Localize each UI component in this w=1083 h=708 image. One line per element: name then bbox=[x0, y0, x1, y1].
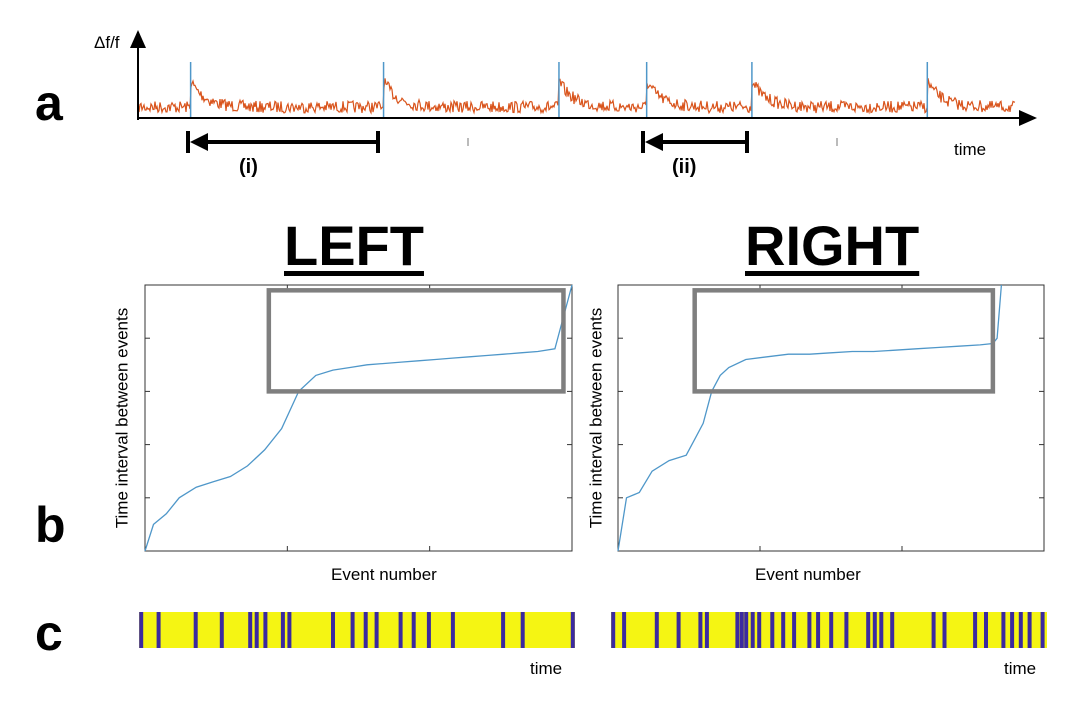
panel-label-b: b bbox=[35, 497, 66, 553]
right-raster-event bbox=[622, 612, 627, 648]
left-raster-event bbox=[219, 612, 224, 648]
left-raster-event bbox=[254, 612, 259, 648]
interval-ii-marker bbox=[641, 131, 749, 153]
left-raster-event bbox=[398, 612, 403, 648]
left-raster-event bbox=[331, 612, 335, 648]
left-raster-xlabel: time bbox=[530, 659, 563, 678]
right-raster-event bbox=[739, 612, 744, 648]
left-raster-event bbox=[450, 612, 455, 648]
left-raster-event bbox=[156, 612, 161, 648]
left-highlight-box bbox=[266, 288, 566, 394]
right-raster-event bbox=[872, 612, 877, 648]
left-raster-event bbox=[411, 612, 416, 648]
left-raster-event bbox=[280, 612, 285, 648]
left-raster-event bbox=[350, 612, 355, 648]
right-raster-event bbox=[1018, 612, 1023, 648]
left-raster-event bbox=[570, 612, 575, 648]
left-raster-event bbox=[374, 612, 379, 648]
left-raster-event bbox=[193, 612, 198, 648]
right-raster-event bbox=[698, 612, 703, 648]
interval-i-label: (i) bbox=[239, 156, 258, 178]
right-raster-event bbox=[866, 612, 871, 648]
right-title: RIGHT bbox=[745, 214, 920, 277]
left-raster-event bbox=[520, 612, 525, 648]
left-raster-event bbox=[501, 612, 506, 648]
right-raster-event bbox=[816, 612, 821, 648]
right-raster-event bbox=[781, 612, 786, 648]
right-raster-event bbox=[984, 612, 988, 648]
interval-ii-label: (ii) bbox=[672, 156, 697, 178]
trace-xlabel: time bbox=[954, 140, 987, 159]
right-raster-event bbox=[611, 612, 616, 648]
right-raster-event bbox=[770, 612, 775, 648]
right-raster-event bbox=[879, 612, 884, 648]
right-raster-event bbox=[735, 612, 740, 648]
left-raster-strip bbox=[139, 612, 575, 648]
right-raster-event bbox=[1001, 612, 1006, 648]
left-raster-event bbox=[263, 612, 268, 648]
right-raster-event bbox=[757, 612, 762, 648]
trace-ylabel: Δf/f bbox=[94, 33, 120, 52]
right-interval-curve bbox=[617, 284, 1003, 552]
left-xlabel: Event number bbox=[331, 565, 437, 584]
trace-line bbox=[137, 78, 1016, 115]
right-plot-frame bbox=[617, 284, 1045, 552]
right-raster-event bbox=[704, 612, 709, 648]
right-raster-event bbox=[654, 612, 659, 648]
panel-label-c: c bbox=[35, 605, 63, 661]
left-raster-event bbox=[287, 612, 292, 648]
left-raster-event bbox=[139, 612, 144, 648]
right-raster-event bbox=[973, 612, 978, 648]
right-raster-event bbox=[744, 612, 749, 648]
right-raster-event bbox=[942, 612, 947, 648]
left-raster-event bbox=[248, 612, 253, 648]
right-raster-event bbox=[1040, 612, 1045, 648]
right-raster-event bbox=[844, 612, 849, 648]
right-raster-event bbox=[931, 612, 936, 648]
right-raster-event bbox=[792, 612, 797, 648]
interval-i-marker bbox=[186, 131, 380, 153]
right-raster-event bbox=[750, 612, 755, 648]
left-title: LEFT bbox=[284, 214, 424, 277]
left-interval-curve bbox=[144, 284, 573, 552]
left-plot-frame bbox=[144, 284, 573, 552]
right-raster-strip bbox=[611, 612, 1047, 648]
right-xlabel: Event number bbox=[755, 565, 861, 584]
right-raster-event bbox=[890, 612, 895, 648]
left-raster-event bbox=[363, 612, 368, 648]
right-raster-event bbox=[1010, 612, 1015, 648]
right-raster-event bbox=[807, 612, 812, 648]
right-raster-xlabel: time bbox=[1004, 659, 1037, 678]
left-raster-event bbox=[426, 612, 431, 648]
right-raster-event bbox=[829, 612, 834, 648]
panel-label-a: a bbox=[35, 75, 63, 131]
right-highlight-box bbox=[692, 288, 996, 394]
right-raster-event bbox=[1027, 612, 1032, 648]
right-raster-event bbox=[676, 612, 681, 648]
